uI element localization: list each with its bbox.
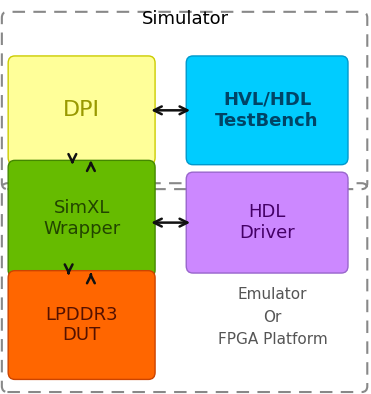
Text: HVL/HDL
TestBench: HVL/HDL TestBench: [216, 91, 319, 130]
Text: Simulator: Simulator: [142, 10, 229, 28]
Text: LPDDR3
DUT: LPDDR3 DUT: [45, 306, 118, 344]
FancyBboxPatch shape: [186, 56, 348, 165]
Text: DPI: DPI: [63, 100, 100, 120]
FancyBboxPatch shape: [186, 172, 348, 273]
Text: Emulator
Or
FPGA Platform: Emulator Or FPGA Platform: [218, 288, 328, 347]
FancyBboxPatch shape: [8, 271, 155, 379]
FancyBboxPatch shape: [8, 56, 155, 165]
Text: HDL
Driver: HDL Driver: [239, 203, 295, 242]
Text: SimXL
Wrapper: SimXL Wrapper: [43, 199, 120, 238]
FancyBboxPatch shape: [8, 160, 155, 277]
